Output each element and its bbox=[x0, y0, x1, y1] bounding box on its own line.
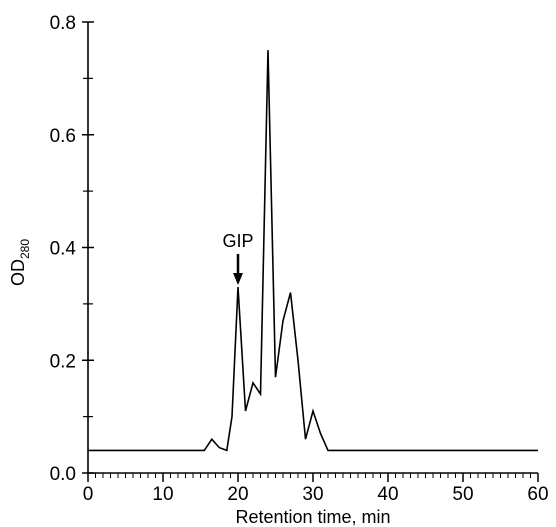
y-axis-title: OD280 bbox=[8, 239, 32, 286]
series-group bbox=[88, 50, 538, 452]
x-tick-label: 30 bbox=[302, 484, 323, 505]
x-tick-label: 60 bbox=[527, 484, 548, 505]
x-axis-title: Retention time, min bbox=[235, 507, 390, 527]
major-ticks bbox=[82, 21, 539, 482]
annotations: GIP bbox=[222, 231, 254, 285]
x-minor-ticks bbox=[95, 473, 531, 478]
y-tick-label: 0.8 bbox=[50, 13, 76, 34]
x-tick-label: 40 bbox=[377, 484, 398, 505]
y-tick-label: 0.4 bbox=[50, 239, 77, 260]
y-axis-title-subscript: 280 bbox=[18, 239, 32, 259]
series-line bbox=[88, 50, 538, 452]
y-tick-label: 0.0 bbox=[50, 464, 76, 485]
x-tick-label: 0 bbox=[83, 484, 94, 505]
y-axis-title-main: OD bbox=[8, 259, 28, 286]
tick-labels: 0 10 20 30 40 50 60 0.0 0.2 0.4 0.6 0.8 bbox=[50, 13, 549, 505]
annotation-label: GIP bbox=[222, 231, 253, 251]
x-tick-label: 20 bbox=[227, 484, 248, 505]
x-tick-label: 50 bbox=[452, 484, 473, 505]
annotation-arrow-head bbox=[233, 272, 243, 285]
x-tick-label: 10 bbox=[152, 484, 173, 505]
y-tick-label: 0.6 bbox=[50, 126, 76, 147]
axes bbox=[87, 22, 538, 474]
y-tick-label: 0.2 bbox=[50, 351, 76, 372]
